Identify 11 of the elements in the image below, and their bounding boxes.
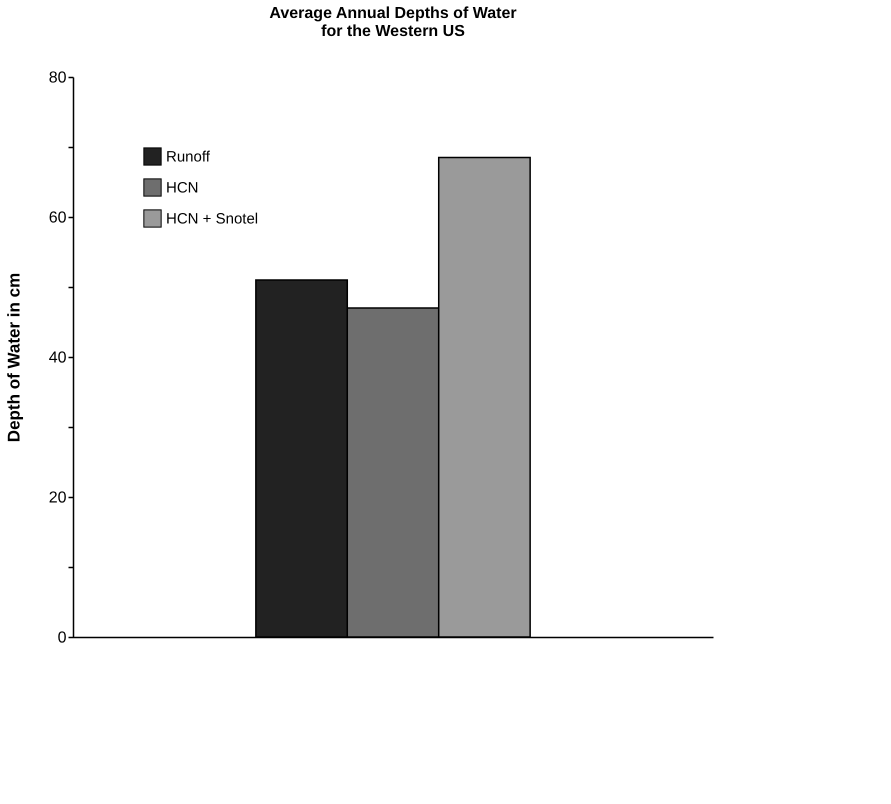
y-tick-label: 80 (48, 70, 67, 86)
text: for the Western US (321, 23, 465, 40)
legend-label: HCN (166, 180, 198, 196)
legend-label: HCN + Snotel (166, 210, 258, 228)
text: Average Annual Depths of Water (269, 5, 517, 22)
y-tick-label: 40 (48, 350, 67, 366)
y-tick-label: 20 (48, 490, 67, 506)
y-tick-label: 60 (48, 210, 67, 226)
y-axis-title: Depth of Water in cm (4, 272, 24, 442)
y-tick-label: 0 (58, 630, 67, 646)
legend-label: Runoff (166, 148, 211, 166)
